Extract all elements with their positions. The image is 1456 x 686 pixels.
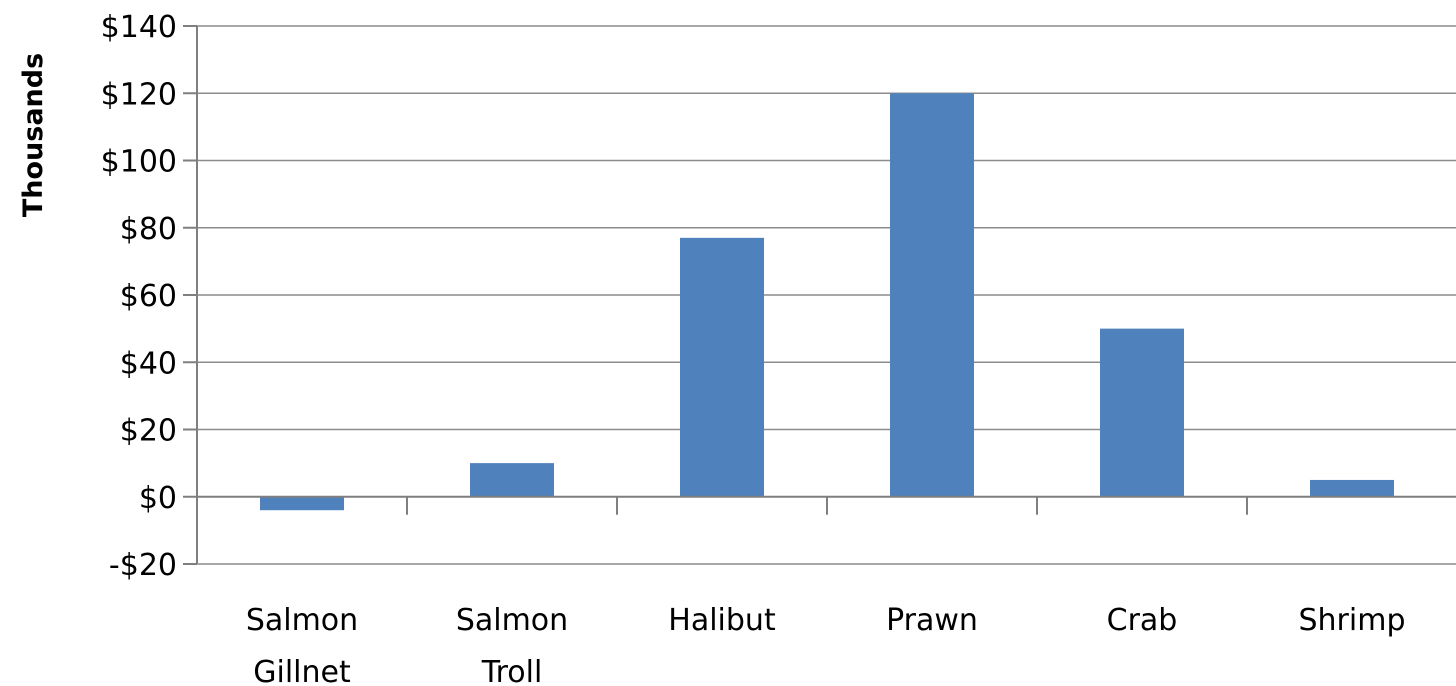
y-tick-label: $60	[120, 279, 177, 314]
bar	[260, 496, 344, 511]
bar	[890, 93, 974, 497]
y-tick-labels: $140 $120 $100 $80 $60 $40 $20 $0 -$20	[101, 10, 177, 583]
y-tick-label: $0	[139, 481, 177, 516]
bar	[1310, 479, 1394, 497]
x-category-label: Halibut	[668, 603, 776, 638]
bar	[470, 463, 554, 497]
x-category-label: Salmon	[456, 603, 568, 638]
bar	[1100, 328, 1184, 497]
y-tick-label: $120	[101, 77, 177, 112]
y-tick-label: $80	[120, 212, 177, 247]
x-category-label: Shrimp	[1299, 603, 1406, 638]
x-category-label: Crab	[1107, 603, 1178, 638]
x-category-label: Gillnet	[253, 655, 351, 686]
axes	[183, 25, 1456, 565]
gridlines	[197, 25, 1456, 431]
x-category-label: Salmon	[246, 603, 358, 638]
x-category-label: Prawn	[886, 603, 978, 638]
bar	[680, 237, 764, 497]
y-tick-label: $40	[120, 346, 177, 381]
x-category-label: Troll	[481, 655, 543, 686]
y-tick-label: -$20	[109, 548, 177, 583]
y-tick-label: $20	[120, 414, 177, 449]
x-category-labels: Salmon Gillnet Salmon Troll Halibut Prawn Crab…	[246, 603, 1406, 686]
y-axis-title: Thousands	[18, 53, 49, 217]
y-tick-label: $100	[101, 145, 177, 180]
bars	[260, 93, 1394, 511]
y-tick-label: $140	[101, 10, 177, 45]
